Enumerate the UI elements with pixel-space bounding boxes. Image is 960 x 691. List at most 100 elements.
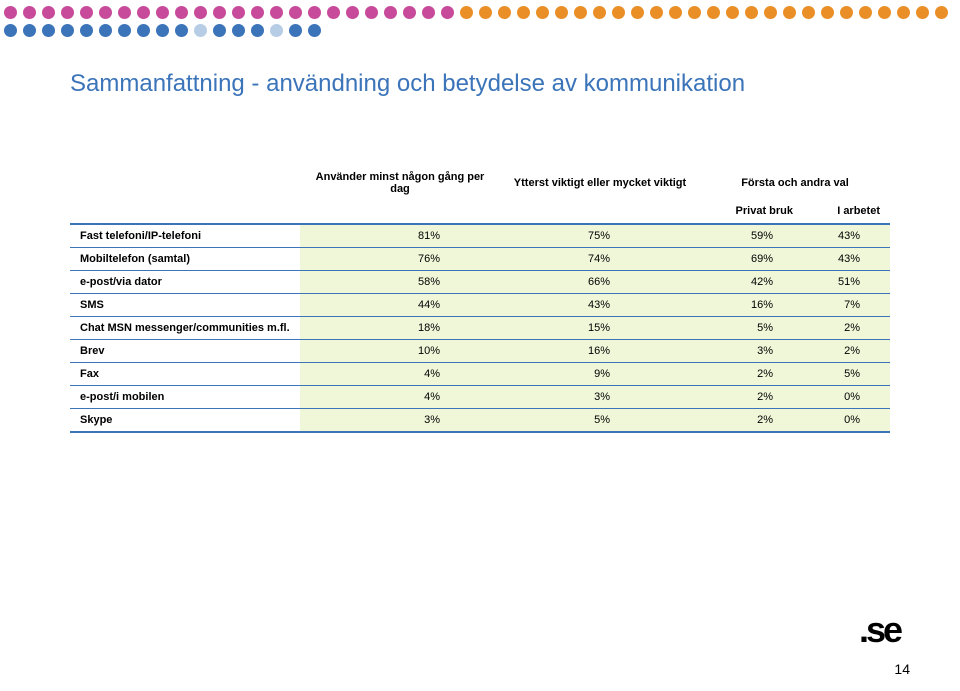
decor-dot [270,24,283,37]
decor-dot [897,6,910,19]
decor-dot [707,6,720,19]
decor-dot [232,6,245,19]
cell-use: 81% [300,224,500,248]
decor-dot [80,24,93,37]
decor-dot [99,24,112,37]
cell-importance: 9% [500,363,700,386]
decor-dot [118,6,131,19]
decor-dot [536,6,549,19]
decor-dot [23,24,36,37]
cell-importance: 43% [500,294,700,317]
decor-dot-row-2 [0,24,321,37]
col-header-use: Använder minst någon gång per dag [300,165,500,201]
cell-importance: 75% [500,224,700,248]
cell-importance: 16% [500,340,700,363]
decor-dot [308,24,321,37]
decor-dot [80,6,93,19]
cell-use: 18% [300,317,500,340]
decor-dot [726,6,739,19]
decor-dot [745,6,758,19]
decor-dot [137,6,150,19]
cell-arbetet: 51% [803,271,890,294]
row-label: SMS [70,294,300,317]
decor-dot [289,6,302,19]
col-subheader-1 [300,201,500,224]
decor-dot [251,6,264,19]
table-row: Mobiltelefon (samtal)76%74%69%43% [70,248,890,271]
col-subheader-2 [500,201,700,224]
row-label: e-post/via dator [70,271,300,294]
table-row: Skype3%5%2%0% [70,409,890,433]
decor-dot [99,6,112,19]
col-subheader-privat: Privat bruk [700,201,803,224]
decor-dot [137,24,150,37]
cell-use: 58% [300,271,500,294]
row-label: Fax [70,363,300,386]
summary-table: Använder minst någon gång per dag Ytters… [70,165,890,433]
decor-dot [460,6,473,19]
col-header-spacer [70,165,300,201]
cell-arbetet: 0% [803,409,890,433]
decor-dot [42,6,55,19]
table-row: Fast telefoni/IP-telefoni81%75%59%43% [70,224,890,248]
cell-importance: 74% [500,248,700,271]
cell-arbetet: 43% [803,224,890,248]
decor-dot [631,6,644,19]
cell-use: 4% [300,386,500,409]
decor-dot [156,24,169,37]
cell-privat: 42% [700,271,803,294]
table-row: e-post/via dator58%66%42%51% [70,271,890,294]
decor-dot [156,6,169,19]
row-label: e-post/i mobilen [70,386,300,409]
decor-dot [916,6,929,19]
decor-dot [612,6,625,19]
cell-privat: 16% [700,294,803,317]
row-label: Chat MSN messenger/communities m.fl. [70,317,300,340]
table-row: e-post/i mobilen4%3%2%0% [70,386,890,409]
table-row: Fax4%9%2%5% [70,363,890,386]
table-row: Brev10%16%3%2% [70,340,890,363]
decor-dot [251,24,264,37]
cell-privat: 2% [700,363,803,386]
decor-dot [574,6,587,19]
cell-arbetet: 43% [803,248,890,271]
decor-dot-row-1 [0,6,948,19]
cell-arbetet: 2% [803,317,890,340]
col-header-importance: Ytterst viktigt eller mycket viktigt [500,165,700,201]
decor-dot [783,6,796,19]
row-label: Mobiltelefon (samtal) [70,248,300,271]
cell-arbetet: 0% [803,386,890,409]
decor-dot [61,24,74,37]
cell-use: 3% [300,409,500,433]
decor-dot [821,6,834,19]
cell-privat: 69% [700,248,803,271]
col-subheader-spacer [70,201,300,224]
decor-dot [23,6,36,19]
decor-dot [327,6,340,19]
cell-privat: 2% [700,386,803,409]
decor-dot [289,24,302,37]
decor-dot [213,24,226,37]
col-header-choice: Första och andra val [700,165,890,201]
decor-dot [232,24,245,37]
decor-dot [517,6,530,19]
decor-dot [194,6,207,19]
cell-importance: 5% [500,409,700,433]
decor-dot [802,6,815,19]
decor-dot [4,6,17,19]
logo-text: .se [859,609,900,650]
decor-dot [270,6,283,19]
col-subheader-arbetet: I arbetet [803,201,890,224]
decor-dot [878,6,891,19]
decor-dot [4,24,17,37]
decor-dot [669,6,682,19]
cell-privat: 2% [700,409,803,433]
cell-use: 76% [300,248,500,271]
row-label: Skype [70,409,300,433]
row-label: Brev [70,340,300,363]
cell-importance: 66% [500,271,700,294]
decor-dot [118,24,131,37]
decor-dot [308,6,321,19]
cell-importance: 15% [500,317,700,340]
cell-use: 10% [300,340,500,363]
